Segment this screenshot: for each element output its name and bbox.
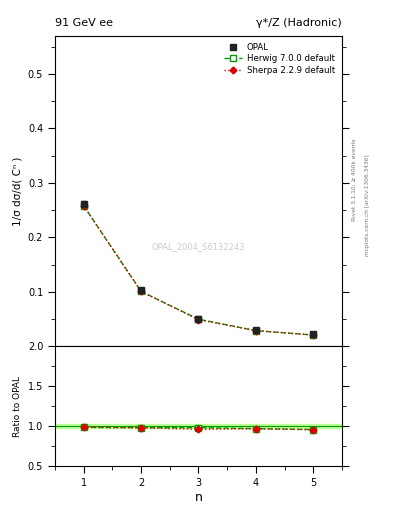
Y-axis label: 1/σ dσ/d( Cⁿ ): 1/σ dσ/d( Cⁿ ) bbox=[12, 157, 22, 226]
Text: 91 GeV ee: 91 GeV ee bbox=[55, 18, 113, 28]
X-axis label: n: n bbox=[195, 490, 202, 503]
Y-axis label: Ratio to OPAL: Ratio to OPAL bbox=[13, 376, 22, 437]
Text: Rivet 3.1.10; ≥ 400k events: Rivet 3.1.10; ≥ 400k events bbox=[352, 138, 357, 221]
Text: γ*/Z (Hadronic): γ*/Z (Hadronic) bbox=[256, 18, 342, 28]
Text: mcplots.cern.ch [arXiv:1306.3436]: mcplots.cern.ch [arXiv:1306.3436] bbox=[365, 154, 371, 255]
Text: OPAL_2004_S6132243: OPAL_2004_S6132243 bbox=[152, 243, 245, 251]
Legend: OPAL, Herwig 7.0.0 default, Sherpa 2.2.9 default: OPAL, Herwig 7.0.0 default, Sherpa 2.2.9… bbox=[221, 40, 338, 77]
